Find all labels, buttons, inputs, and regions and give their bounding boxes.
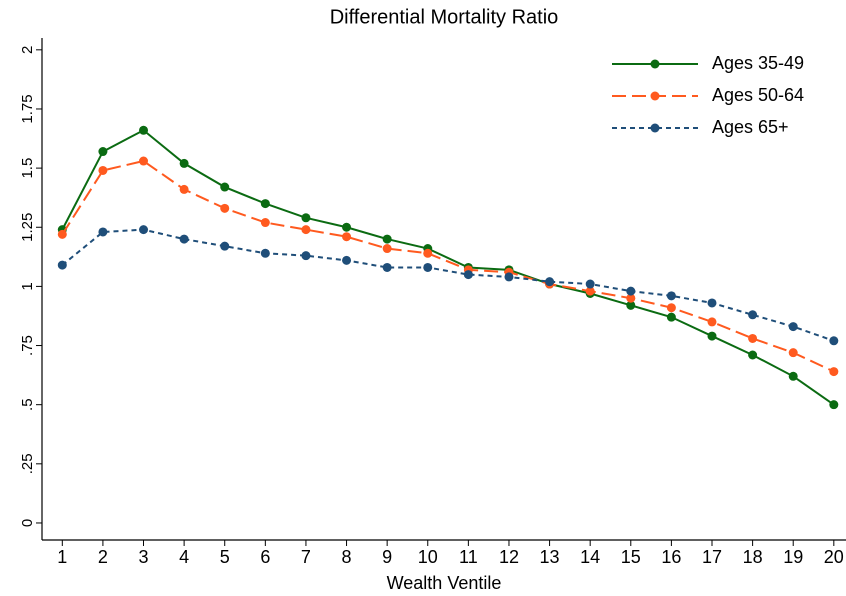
y-tick-label: 0 (19, 519, 36, 527)
x-tick-label: 8 (342, 547, 352, 567)
legend-label: Ages 50-64 (712, 85, 804, 105)
point (382, 262, 392, 272)
y-tick-label: 1 (19, 282, 36, 290)
x-tick-label: 7 (301, 547, 311, 567)
point (748, 333, 758, 343)
legend-marker (650, 91, 660, 101)
point (382, 244, 392, 254)
x-tick-label: 3 (139, 547, 149, 567)
chart-title: Differential Mortality Ratio (330, 6, 559, 28)
point (707, 298, 717, 308)
x-tick-label: 11 (459, 547, 478, 567)
point (98, 227, 108, 237)
point (342, 222, 352, 232)
point (545, 277, 555, 287)
point (788, 348, 798, 358)
point (260, 248, 270, 258)
y-tick-label: .25 (19, 453, 36, 474)
point (788, 371, 798, 381)
series-line (61, 159, 835, 373)
legend-label: Ages 65+ (712, 117, 789, 137)
point (829, 367, 839, 377)
point (139, 125, 149, 135)
point (301, 225, 311, 235)
point (301, 213, 311, 223)
x-tick-label: 18 (743, 547, 763, 567)
point (829, 400, 839, 410)
x-tick-label: 4 (179, 547, 189, 567)
point (666, 312, 676, 322)
point (220, 203, 230, 213)
x-tick-label: 9 (382, 547, 392, 567)
y-tick-label: .75 (19, 335, 36, 356)
point (98, 165, 108, 175)
x-tick-label: 16 (661, 547, 681, 567)
y-tick-label: 1.5 (19, 158, 36, 179)
point (666, 291, 676, 301)
point (301, 251, 311, 261)
x-tick-label: 13 (540, 547, 560, 567)
point (179, 234, 189, 244)
point (504, 272, 514, 282)
x-tick-label: 19 (783, 547, 803, 567)
point (788, 322, 798, 332)
point (179, 184, 189, 194)
x-axis-label: Wealth Ventile (387, 573, 502, 593)
x-tick-label: 14 (580, 547, 600, 567)
series-line (61, 228, 835, 342)
legend-marker (650, 59, 660, 69)
legend-marker (650, 123, 660, 133)
x-tick-label: 1 (57, 547, 67, 567)
y-tick-label: 1.25 (19, 213, 36, 242)
point (260, 218, 270, 228)
point (57, 229, 67, 239)
point (585, 286, 595, 296)
x-tick-label: 6 (260, 547, 270, 567)
point (342, 232, 352, 242)
x-tick-label: 5 (220, 547, 230, 567)
point (179, 158, 189, 168)
point (626, 286, 636, 296)
legend-label: Ages 35-49 (712, 53, 804, 73)
point (829, 336, 839, 346)
point (423, 262, 433, 272)
point (260, 199, 270, 209)
point (98, 147, 108, 157)
x-tick-label: 10 (418, 547, 438, 567)
point (423, 248, 433, 258)
point (748, 350, 758, 360)
point (139, 225, 149, 235)
x-tick-label: 12 (499, 547, 519, 567)
point (666, 303, 676, 313)
series-line (61, 129, 835, 406)
point (463, 270, 473, 280)
y-tick-label: 1.75 (19, 94, 36, 123)
x-tick-label: 2 (98, 547, 108, 567)
point (585, 279, 595, 289)
point (220, 241, 230, 251)
point (342, 255, 352, 265)
point (139, 156, 149, 166)
point (707, 317, 717, 327)
x-tick-label: 20 (824, 547, 844, 567)
point (626, 300, 636, 310)
point (707, 331, 717, 341)
point (382, 234, 392, 244)
y-tick-label: .5 (19, 398, 36, 411)
point (57, 260, 67, 270)
point (626, 293, 636, 303)
point (748, 310, 758, 320)
point (220, 182, 230, 192)
x-tick-label: 15 (621, 547, 641, 567)
y-tick-label: 2 (19, 46, 36, 54)
x-tick-label: 17 (702, 547, 722, 567)
